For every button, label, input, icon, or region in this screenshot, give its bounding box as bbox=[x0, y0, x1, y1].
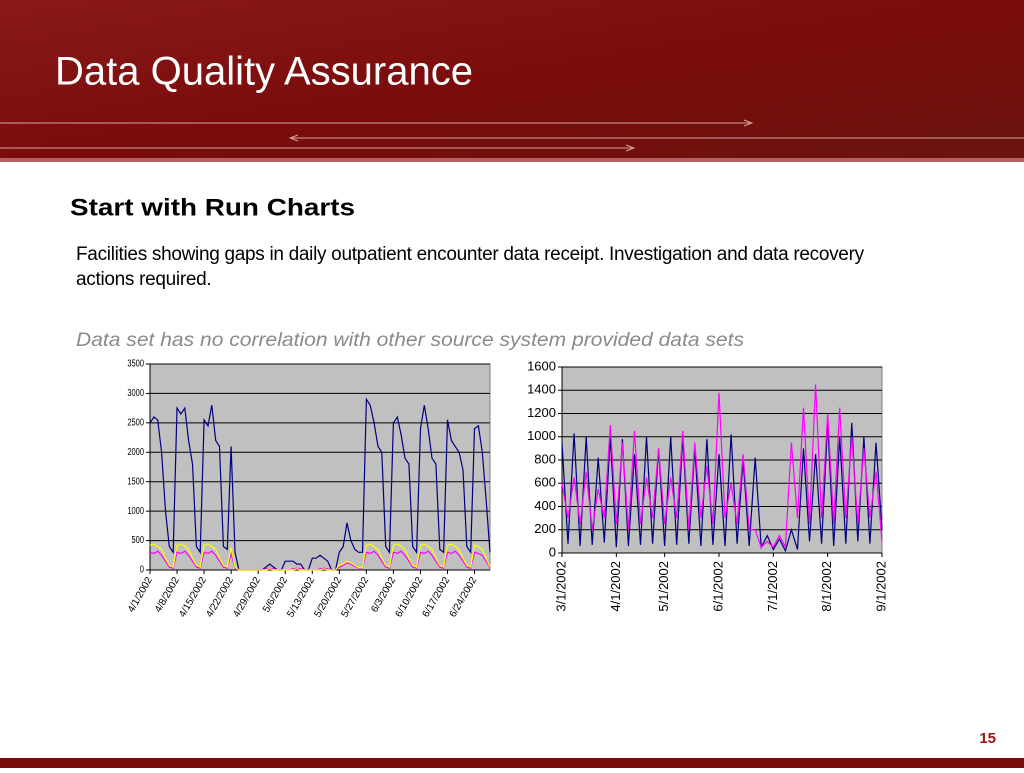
y-tick-label: 1200 bbox=[527, 405, 556, 420]
x-tick-label: 4/29/2002 bbox=[231, 575, 263, 619]
series-line bbox=[561, 422, 883, 553]
y-tick-label: 2500 bbox=[127, 416, 144, 427]
x-tick-label: 4/8/2002 bbox=[153, 575, 182, 615]
x-tick-label: 5/6/2002 bbox=[261, 575, 290, 615]
page-number: 15 bbox=[979, 730, 996, 747]
y-tick-label: 1500 bbox=[127, 475, 144, 486]
y-tick-label: 3000 bbox=[127, 387, 144, 398]
y-tick-label: 1000 bbox=[127, 505, 144, 516]
y-tick-label: 800 bbox=[534, 451, 556, 466]
x-tick-label: 4/1/2002 bbox=[608, 561, 623, 612]
y-tick-label: 200 bbox=[534, 521, 556, 536]
y-tick-label: 500 bbox=[131, 534, 144, 545]
y-tick-label: 600 bbox=[534, 475, 556, 490]
header-decoration bbox=[0, 119, 1024, 152]
x-tick-label: 5/27/2002 bbox=[339, 575, 371, 619]
series-line bbox=[149, 397, 491, 571]
x-tick-label: 8/1/2002 bbox=[819, 561, 834, 612]
series-line bbox=[149, 543, 491, 571]
x-tick-label: 6/24/2002 bbox=[448, 575, 480, 619]
header-edge bbox=[0, 158, 1024, 162]
x-tick-label: 5/1/2002 bbox=[656, 561, 671, 612]
x-tick-label: 7/1/2002 bbox=[765, 561, 780, 612]
body-box: Facilities showing gaps in daily outpati… bbox=[76, 244, 864, 290]
body-text: Facilities showing gaps in daily outpati… bbox=[76, 244, 864, 290]
y-tick-label: 3500 bbox=[127, 358, 144, 369]
y-tick-label: 0 bbox=[549, 544, 556, 559]
y-tick-label: 1000 bbox=[527, 428, 556, 443]
x-tick-label: 3/1/2002 bbox=[553, 561, 568, 612]
header-band bbox=[0, 0, 1024, 160]
y-tick-label: 2000 bbox=[127, 446, 144, 457]
plot-area bbox=[149, 363, 491, 571]
note: Data set has no correlation with other s… bbox=[76, 330, 745, 351]
y-tick-label: 400 bbox=[534, 498, 556, 513]
heading: Start with Run Charts bbox=[70, 194, 355, 221]
x-tick-label: 9/1/2002 bbox=[873, 561, 888, 612]
x-tick-label: 6/1/2002 bbox=[710, 561, 725, 612]
y-tick-label: 0 bbox=[140, 564, 144, 575]
y-tick-label: 1400 bbox=[527, 382, 556, 397]
footer-band bbox=[0, 758, 1024, 768]
series-line bbox=[561, 384, 883, 550]
y-tick-label: 1600 bbox=[527, 358, 556, 373]
x-tick-label: 4/1/2002 bbox=[126, 575, 155, 615]
x-tick-label: 6/3/2002 bbox=[369, 575, 398, 615]
slide-title: Data Quality Assurance bbox=[55, 50, 473, 94]
series-line bbox=[149, 550, 491, 571]
